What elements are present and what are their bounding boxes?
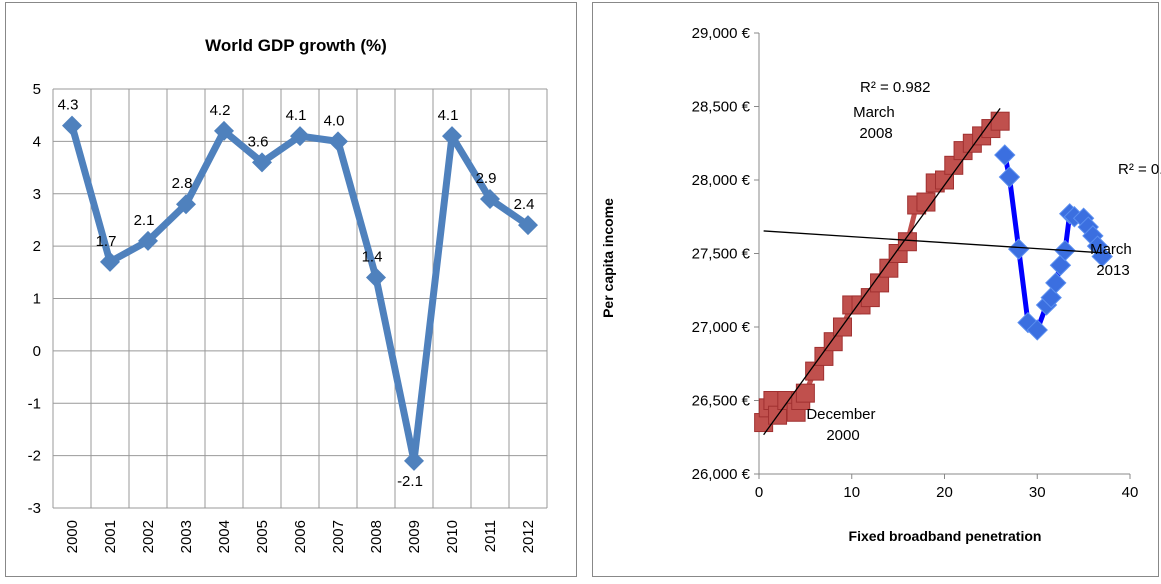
x-tick-label: 2005 [254, 520, 271, 553]
marker [795, 383, 815, 403]
marker [1045, 272, 1067, 294]
marker [1049, 254, 1072, 276]
data-label: 4.3 [58, 97, 79, 114]
marker [897, 232, 917, 252]
data-label: 1.4 [362, 249, 383, 266]
marker [138, 230, 158, 251]
x-tick-label: 40 [1122, 484, 1139, 501]
annotation: December 2000 [806, 406, 879, 444]
marker [214, 120, 234, 141]
marker [62, 115, 82, 136]
marker [480, 188, 500, 209]
x-tick-label: 2010 [444, 520, 461, 553]
annotation: R² = 0.5176 [1118, 161, 1161, 178]
y-tick-label: 4 [33, 133, 41, 150]
y-tick-label: 29,000 € [692, 25, 751, 42]
data-label: 2.1 [134, 212, 155, 229]
marker [328, 131, 348, 152]
marker [990, 111, 1010, 131]
data-label: 4.1 [438, 107, 459, 124]
marker [290, 126, 310, 147]
data-label: -2.1 [397, 473, 423, 490]
marker [442, 126, 462, 147]
x-tick-label: 0 [755, 484, 763, 501]
y-tick-label: 26,500 € [692, 393, 751, 410]
annotation: R² = 0.982 [860, 79, 930, 96]
y-tick-label: 26,000 € [692, 466, 751, 483]
data-label: 4.2 [210, 102, 231, 119]
marker [366, 267, 386, 288]
y-tick-label: 3 [33, 186, 41, 203]
marker [176, 194, 196, 215]
x-tick-label: 2000 [64, 520, 81, 553]
x-tick-label: 2011 [482, 520, 499, 552]
x-tick-label: 2004 [216, 520, 233, 553]
x-tick-label: 2002 [140, 520, 157, 553]
data-label: 4.1 [286, 107, 307, 124]
annotation: March 2008 [853, 104, 899, 142]
y-tick-label: 27,000 € [692, 319, 751, 336]
data-label: 2.4 [514, 196, 535, 213]
x-tick-label: 2003 [178, 520, 195, 553]
panel-border [592, 2, 1159, 577]
data-label: 2.9 [476, 170, 497, 187]
marker [1007, 238, 1030, 260]
x-tick-label: 2012 [520, 520, 537, 553]
marker [1091, 245, 1113, 268]
y-tick-label: 0 [33, 343, 41, 360]
x-tick-label: 2006 [292, 520, 309, 553]
y-axis-label: Per capita income [600, 198, 616, 318]
y-tick-label: 28,000 € [692, 172, 751, 189]
trendline [763, 107, 1001, 436]
y-tick-label: -3 [28, 500, 41, 517]
y-tick-label: 28,500 € [692, 99, 751, 116]
trendline [763, 230, 1103, 254]
panel-border [5, 2, 577, 577]
chart-title: World GDP growth (%) [205, 36, 387, 55]
x-tick-label: 2008 [368, 520, 385, 553]
y-tick-label: 2 [33, 238, 41, 255]
marker [518, 215, 538, 236]
marker [994, 144, 1016, 166]
x-tick-label: 10 [843, 484, 860, 501]
y-tick-label: 27,500 € [692, 246, 751, 263]
data-label: 2.8 [172, 175, 193, 192]
x-tick-label: 2007 [330, 520, 347, 553]
data-label: 3.6 [248, 133, 269, 150]
marker [252, 152, 272, 173]
x-tick-label: 2001 [102, 520, 119, 553]
marker [404, 450, 424, 471]
y-tick-label: -1 [28, 395, 41, 412]
x-tick-label: 30 [1029, 484, 1046, 501]
data-label: 1.7 [96, 233, 117, 250]
series-line [68, 124, 530, 465]
marker [100, 251, 120, 272]
marker [1026, 319, 1048, 341]
annotation: March 2013 [1090, 241, 1136, 279]
y-tick-label: 5 [33, 81, 41, 98]
y-tick-label: 1 [33, 291, 41, 308]
x-axis-label: Fixed broadband penetration [849, 528, 1042, 544]
x-tick-label: 2009 [406, 520, 423, 553]
y-tick-label: -2 [28, 448, 41, 465]
data-label: 4.0 [324, 112, 345, 129]
marker [998, 166, 1021, 188]
x-tick-label: 20 [936, 484, 953, 501]
